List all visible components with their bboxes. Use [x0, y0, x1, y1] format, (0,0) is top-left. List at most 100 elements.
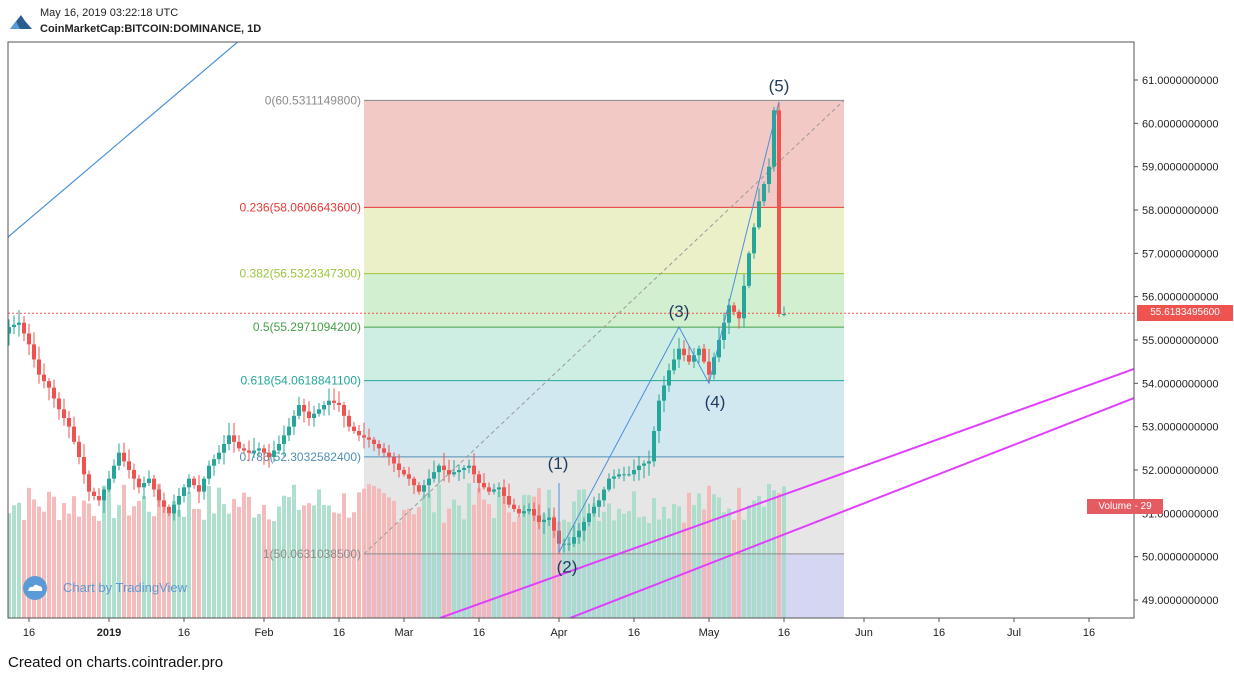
candle-body: [312, 413, 316, 418]
fib-level-label: 0.618(54.0618841100): [240, 374, 361, 388]
candle-body: [712, 357, 716, 375]
volume-bar: [102, 485, 106, 618]
y-tick-label: 53.0000000000: [1142, 422, 1218, 434]
volume-bar: [717, 497, 721, 618]
volume-bar: [652, 498, 656, 618]
candle-body: [2, 334, 6, 341]
candle-body: [397, 463, 401, 470]
volume-bar: [497, 491, 501, 618]
candle-body: [632, 470, 636, 475]
volume-bar: [67, 513, 71, 618]
volume-bar: [542, 513, 546, 618]
candle-body: [522, 511, 526, 514]
volume-bar: [767, 483, 771, 618]
volume-bar: [707, 485, 711, 618]
candle-body: [587, 513, 591, 522]
volume-bar: [22, 519, 26, 618]
candle-body: [772, 110, 776, 167]
candle-body: [122, 452, 126, 462]
candle-body: [172, 504, 176, 514]
candle-body: [407, 474, 411, 479]
fib-level-label: 1(50.0631038500): [263, 547, 361, 561]
volume-bar: [732, 519, 736, 618]
candle-body: [57, 398, 61, 410]
volume-bar: [442, 522, 446, 618]
candle-body: [502, 487, 506, 496]
volume-bar: [57, 519, 61, 618]
elliott-wave-label: (5): [769, 77, 790, 96]
candle-body: [327, 400, 331, 405]
candle-body: [267, 452, 271, 457]
candle-body: [647, 461, 651, 464]
volume-bar: [127, 515, 131, 618]
volume-indicator-tag[interactable]: Volume - 29: [1087, 499, 1163, 514]
candle-body: [27, 333, 31, 345]
tradingview-watermark[interactable]: Chart by TradingView: [22, 576, 208, 600]
elliott-wave-path: [558, 101, 780, 553]
candle-body: [242, 448, 246, 451]
candle-body: [72, 426, 76, 442]
candle-body: [392, 457, 396, 464]
candle-body: [657, 400, 661, 431]
volume-bar: [392, 500, 396, 618]
volume-bar: [482, 499, 486, 618]
volume-bar: [512, 522, 516, 618]
candle-body: [32, 344, 36, 360]
candle-body: [637, 465, 641, 470]
x-tick-label: 16: [178, 627, 190, 639]
volume-bar: [762, 506, 766, 618]
x-tick-label: 16: [933, 627, 945, 639]
volume-bar: [552, 516, 556, 618]
volume-bar: [217, 487, 221, 618]
candle-body: [37, 359, 41, 375]
volume-bar: [517, 516, 521, 618]
y-tick-label: 54.0000000000: [1142, 378, 1218, 390]
candle-body: [422, 485, 426, 492]
volume-bar: [447, 508, 451, 618]
candle-body: [757, 201, 761, 228]
volume-bar: [722, 512, 726, 618]
volume-bar: [352, 512, 356, 618]
candle-body: [202, 478, 206, 492]
price-chart[interactable]: 0(60.5311149800) 0.236(58.0606643600) 0.38…: [0, 0, 1234, 650]
candle-body: [727, 305, 731, 323]
volume-bar: [162, 505, 166, 618]
candle-body: [297, 405, 301, 416]
candle-body: [482, 483, 486, 488]
candle-body: [732, 305, 736, 312]
volume-bar: [487, 504, 491, 618]
candle-body: [447, 470, 451, 475]
volume-bar: [612, 520, 616, 618]
volume-bar: [462, 519, 466, 618]
candle-body: [412, 478, 416, 486]
candle-body: [652, 431, 656, 462]
volume-bar: [752, 500, 756, 618]
candle-body: [442, 465, 446, 470]
candle-body: [437, 465, 441, 473]
volume-bar: [222, 504, 226, 618]
volume-bar: [622, 513, 626, 618]
candle-body: [102, 489, 106, 501]
volume-bar: [172, 501, 176, 618]
volume-bar: [142, 496, 146, 618]
volume-bar: [627, 511, 631, 618]
volume-bar: [597, 520, 601, 618]
candle-body: [342, 405, 346, 416]
fib-zone: [364, 327, 844, 381]
volume-bar: [712, 494, 716, 618]
candle-body: [157, 489, 161, 501]
volume-bar: [662, 506, 666, 618]
volume-bar: [287, 497, 291, 618]
y-tick-label: 58.0000000000: [1142, 205, 1218, 217]
candle-body: [762, 184, 766, 202]
fib-level-label: 0.786(52.3032582400): [240, 450, 361, 464]
candle-body: [77, 441, 81, 457]
elliott-wave-label: (4): [705, 392, 726, 411]
volume-bar: [337, 513, 341, 618]
volume-bar: [117, 505, 121, 618]
volume-bar: [277, 506, 281, 618]
volume-bar: [8, 513, 11, 618]
candle-body: [177, 496, 181, 505]
volume-bar: [292, 484, 296, 618]
candle-body: [687, 355, 691, 362]
